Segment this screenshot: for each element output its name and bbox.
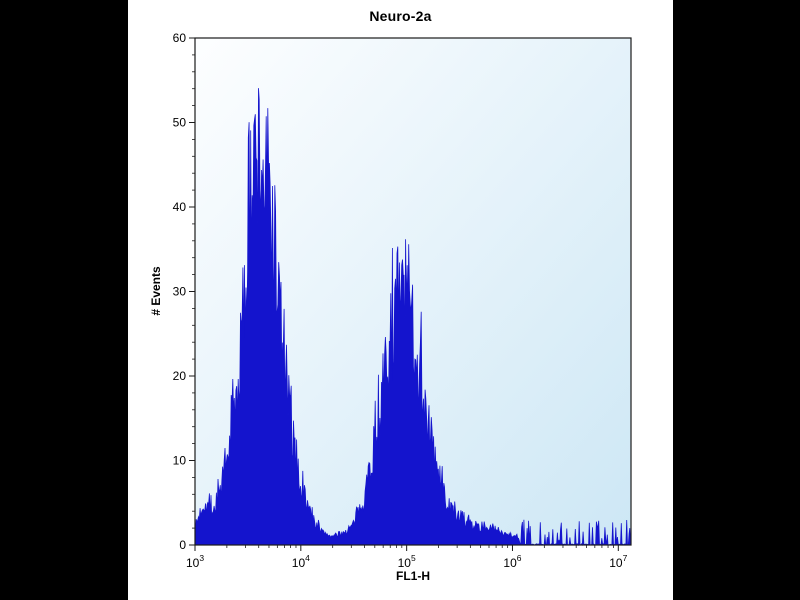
chart-title: Neuro-2a xyxy=(369,8,432,24)
svg-text:20: 20 xyxy=(173,369,187,383)
svg-text:104: 104 xyxy=(292,553,310,570)
svg-text:10: 10 xyxy=(173,454,187,468)
svg-text:40: 40 xyxy=(173,200,187,214)
svg-text:103: 103 xyxy=(186,553,204,570)
svg-text:60: 60 xyxy=(173,31,187,45)
flow-histogram-svg: 103 104 105 106 107 0 10 20 30 40 50 60 xyxy=(173,31,632,570)
svg-text:105: 105 xyxy=(398,553,416,570)
x-axis-label: FL1-H xyxy=(396,569,430,583)
svg-text:0: 0 xyxy=(179,538,186,552)
svg-text:107: 107 xyxy=(609,553,627,570)
svg-text:30: 30 xyxy=(173,285,187,299)
svg-text:50: 50 xyxy=(173,116,187,130)
y-axis-label: # Events xyxy=(149,266,163,316)
svg-text:106: 106 xyxy=(503,553,521,570)
chart-panel: 103 104 105 106 107 0 10 20 30 40 50 60 Neuro-2a # … xyxy=(128,0,673,600)
